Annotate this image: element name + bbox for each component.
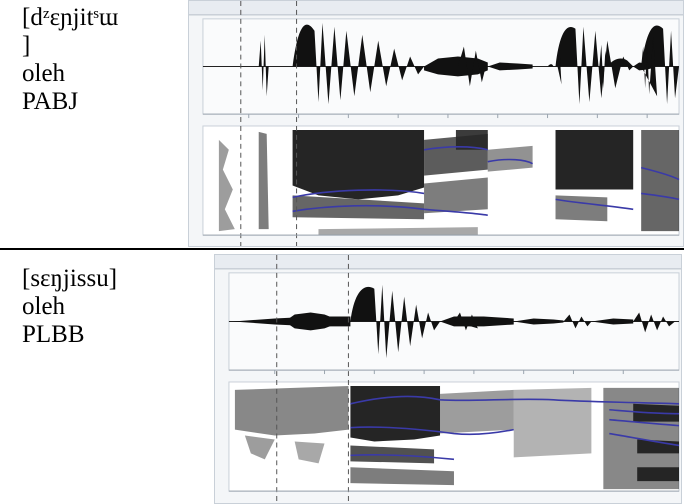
transcription-line: ] — [22, 32, 31, 59]
transcription-line: [sɛŋjissu] — [22, 265, 118, 292]
row-pabj: [dᶻɛɲjitˢɯ ] oleh PABJ — [0, 0, 684, 249]
speaker-prefix: oleh — [22, 60, 66, 87]
waveform-spectrogram-plbb — [215, 255, 681, 503]
row-plbb: [sɛŋjissu] oleh PLBB — [0, 251, 684, 504]
row-divider — [0, 248, 684, 250]
waveform-spectrogram-pabj — [189, 1, 683, 246]
speaker-code: PABJ — [22, 88, 79, 115]
praat-panel-plbb — [214, 254, 682, 504]
transcription-label-pabj: [dᶻɛɲjitˢɯ ] oleh PABJ — [22, 4, 172, 116]
transcription-line: [dᶻɛɲjitˢɯ — [22, 4, 119, 31]
transcription-label-plbb: [sɛŋjissu] oleh PLBB — [22, 265, 192, 349]
speaker-prefix: oleh — [22, 293, 66, 320]
praat-panel-pabj — [188, 0, 684, 247]
speaker-code: PLBB — [22, 321, 85, 348]
